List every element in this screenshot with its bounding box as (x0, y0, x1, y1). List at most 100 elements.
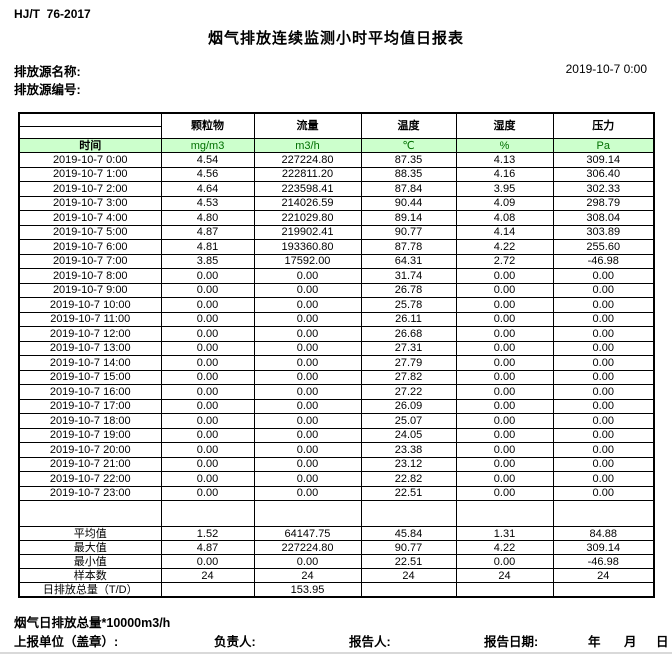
value-cell: 3.95 (455, 181, 554, 197)
report-date-label: 报告日期: (484, 635, 539, 649)
value-cell: 4.87 (160, 224, 255, 240)
value-cell: 0.00 (253, 384, 362, 400)
value-cell: 0.00 (552, 384, 655, 400)
summary-row: 日排放总量（T/D） 153.95 (18, 582, 655, 598)
summary-value-cell: 90.77 (360, 540, 457, 555)
value-cell: 0.00 (552, 413, 655, 429)
value-cell: 0.00 (160, 471, 255, 487)
source-name-label: 排放源名称: (14, 65, 81, 79)
summary-value-cell: 24 (360, 568, 457, 583)
value-cell: 0.00 (552, 340, 655, 356)
value-cell: 0.00 (160, 456, 255, 472)
value-cell: 0.00 (160, 268, 255, 284)
value-cell: 87.84 (360, 181, 457, 197)
value-cell: 0.00 (455, 413, 554, 429)
summary-value-cell: -46.98 (552, 554, 655, 569)
value-cell: 0.00 (160, 442, 255, 458)
data-row: 2019-10-7 17:00 0.00 0.00 26.09 0.00 0.00 (18, 398, 655, 414)
value-cell: 4.64 (160, 181, 255, 197)
summary-value-cell: 153.95 (253, 582, 362, 598)
summary-value-cell: 309.14 (552, 540, 655, 555)
data-row: 2019-10-7 5:00 4.87 219902.41 90.77 4.14 303.… (18, 224, 655, 240)
value-cell: 0.00 (552, 355, 655, 371)
time-cell: 2019-10-7 12:00 (18, 326, 162, 342)
page-title: 烟气排放连续监测小时平均值日报表 (207, 30, 464, 47)
value-cell: 223598.41 (253, 181, 362, 197)
data-row: 2019-10-7 14:00 0.00 0.00 27.79 0.00 0.00 (18, 355, 655, 371)
summary-value-cell: 45.84 (360, 526, 457, 541)
value-cell: 0.00 (253, 456, 362, 472)
value-cell: 0.00 (253, 326, 362, 342)
value-cell: 219902.41 (253, 224, 362, 240)
value-cell: 0.00 (253, 413, 362, 429)
summary-value-cell: 1.52 (160, 526, 255, 541)
summary-label: 最大值 (18, 540, 162, 555)
value-cell: 0.00 (253, 268, 362, 284)
value-cell: 22.82 (360, 471, 457, 487)
column-header-2: 流量 (253, 112, 362, 139)
day-label: 日 (656, 635, 669, 649)
value-cell: 90.44 (360, 195, 457, 211)
time-cell: 2019-10-7 15:00 (18, 369, 162, 385)
column-header-1: 颗粒物 (160, 112, 255, 139)
time-header-split-bottom (18, 126, 162, 139)
data-row: 2019-10-7 23:00 0.00 0.00 22.51 0.00 0.00 (18, 485, 655, 501)
time-cell: 2019-10-7 18:00 (18, 413, 162, 429)
value-cell: 0.00 (552, 326, 655, 342)
value-cell: 0.00 (253, 485, 362, 501)
time-header: 时间 (18, 138, 162, 153)
data-row: 2019-10-7 8:00 0.00 0.00 31.74 0.00 0.00 (18, 268, 655, 284)
summary-value-cell: 84.88 (552, 526, 655, 541)
year-label: 年 (588, 635, 601, 649)
value-cell: 0.00 (253, 471, 362, 487)
value-cell: 4.16 (455, 166, 554, 182)
value-cell: 0.00 (455, 326, 554, 342)
summary-row: 最小值 0.00 0.00 22.51 0.00 -46.98 (18, 554, 655, 569)
time-cell: 2019-10-7 7:00 (18, 253, 162, 269)
time-cell: 2019-10-7 4:00 (18, 210, 162, 226)
value-cell: 4.22 (455, 239, 554, 255)
summary-value-cell: 24 (160, 568, 255, 583)
value-cell: 0.00 (160, 340, 255, 356)
spacer-cell (360, 500, 457, 527)
value-cell: 4.81 (160, 239, 255, 255)
value-cell: 0.00 (455, 398, 554, 414)
summary-row: 最大值 4.87 227224.80 90.77 4.22 309.14 (18, 540, 655, 555)
data-row: 2019-10-7 0:00 4.54 227224.80 87.35 4.13 309.… (18, 152, 655, 168)
value-cell: 22.51 (360, 485, 457, 501)
value-cell: 4.56 (160, 166, 255, 182)
value-cell: 0.00 (455, 311, 554, 327)
data-row: 2019-10-7 16:00 0.00 0.00 27.22 0.00 0.00 (18, 384, 655, 400)
value-cell: 23.12 (360, 456, 457, 472)
summary-label: 样本数 (18, 568, 162, 583)
value-cell: 303.89 (552, 224, 655, 240)
monitoring-data-table: 颗粒物 流量 温度 湿度 压力 时间 mg/m3 m3/h ℃% Pa 2019-10-7 0:00… (18, 112, 655, 598)
source-code-label: 排放源编号: (14, 83, 81, 97)
report-table-body: 颗粒物 流量 温度 湿度 压力 时间 mg/m3 m3/h ℃% Pa 2019-10-7 0:00… (18, 112, 655, 598)
data-row: 2019-10-7 4:00 4.80 221029.80 89.14 4.08 308.… (18, 210, 655, 226)
summary-value-cell: 64147.75 (253, 526, 362, 541)
time-cell: 2019-10-7 11:00 (18, 311, 162, 327)
report-datetime: 2019-10-7 0:00 (565, 62, 647, 76)
value-cell: 26.68 (360, 326, 457, 342)
value-cell: 309.14 (552, 152, 655, 168)
time-cell: 2019-10-7 16:00 (18, 384, 162, 400)
value-cell: 193360.80 (253, 239, 362, 255)
value-cell: 306.40 (552, 166, 655, 182)
month-label: 月 (624, 635, 637, 649)
value-cell: 0.00 (160, 427, 255, 443)
value-cell: 27.79 (360, 355, 457, 371)
spacer-cell (455, 500, 554, 527)
value-cell: 25.78 (360, 297, 457, 313)
value-cell: 0.00 (455, 471, 554, 487)
value-cell: 0.00 (455, 485, 554, 501)
data-row: 2019-10-7 2:00 4.64 223598.41 87.84 3.95 302.… (18, 181, 655, 197)
value-cell: 4.53 (160, 195, 255, 211)
time-cell: 2019-10-7 22:00 (18, 471, 162, 487)
value-cell: 0.00 (160, 282, 255, 298)
value-cell: 27.22 (360, 384, 457, 400)
value-cell: 0.00 (455, 355, 554, 371)
value-cell: 0.00 (160, 297, 255, 313)
summary-label: 平均值 (18, 526, 162, 541)
